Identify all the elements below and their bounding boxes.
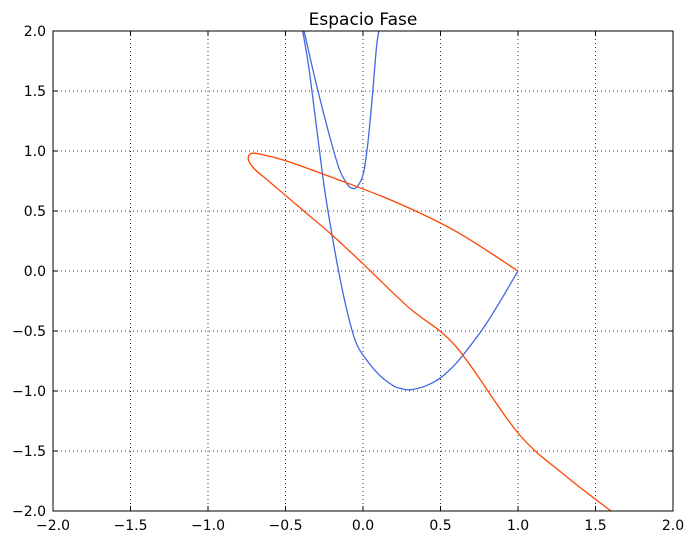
x-tick-label: −2.0 bbox=[36, 518, 70, 534]
x-tick-label: −1.0 bbox=[191, 518, 225, 534]
y-tick-label: −1.5 bbox=[12, 444, 46, 460]
series-line-2 bbox=[247, 152, 612, 511]
ticks: −2.0 −1.5 −1.0 −0.5 0.0 0.5 1.0 1.5 2.0 −2.0 −1.5 −… bbox=[12, 24, 684, 534]
y-tick-label: 2.0 bbox=[24, 24, 46, 40]
y-tick-label: 1.5 bbox=[24, 84, 46, 100]
y-tick-label: −2.0 bbox=[12, 504, 46, 520]
x-tick-label: −1.5 bbox=[114, 518, 148, 534]
x-tick-label: 0.5 bbox=[429, 518, 451, 534]
y-tick-label: 1.0 bbox=[24, 144, 46, 160]
chart-title: Espacio Fase bbox=[309, 10, 418, 30]
y-tick-label: 0.5 bbox=[24, 204, 46, 220]
series-layer bbox=[247, 31, 612, 511]
x-tick-label: 1.5 bbox=[584, 518, 606, 534]
grid bbox=[53, 31, 673, 511]
y-tick-label: 0.0 bbox=[24, 264, 46, 280]
y-tick-label: −0.5 bbox=[12, 324, 46, 340]
x-tick-label: 2.0 bbox=[662, 518, 684, 534]
x-tick-label: −0.5 bbox=[269, 518, 303, 534]
x-tick-label: 1.0 bbox=[507, 518, 529, 534]
y-tick-label: −1.0 bbox=[12, 384, 46, 400]
x-tick-label: 0.0 bbox=[352, 518, 374, 534]
